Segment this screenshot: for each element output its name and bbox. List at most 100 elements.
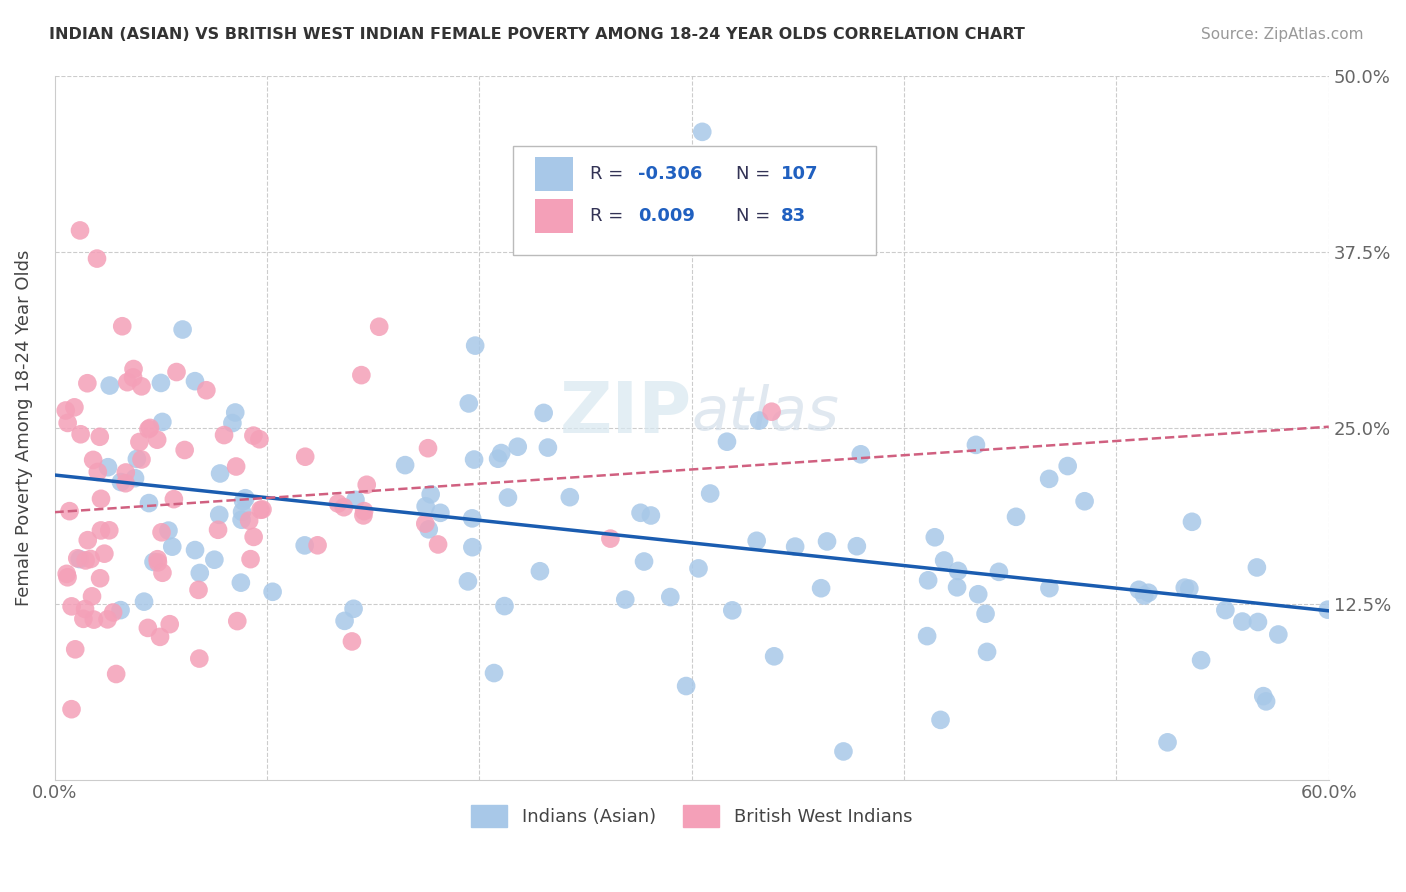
Point [114, 466, 136, 480]
Text: 83: 83 [780, 207, 806, 226]
Point [461, 511, 484, 525]
Point [124, 471, 146, 485]
Point [184, 374, 207, 388]
Point [659, 590, 682, 604]
Point [146, 555, 169, 569]
Point [482, 666, 505, 681]
Point [146, 552, 169, 566]
Point [114, 476, 136, 491]
Point [967, 587, 990, 601]
Text: Source: ZipAtlas.com: Source: ZipAtlas.com [1201, 27, 1364, 42]
Point [97, 460, 120, 475]
Point [353, 504, 375, 518]
FancyBboxPatch shape [534, 157, 574, 191]
Point [207, 523, 229, 537]
Point [58, 504, 80, 518]
Text: R =: R = [589, 165, 628, 183]
Point [232, 494, 254, 508]
Point [974, 607, 997, 621]
Point [65, 642, 87, 657]
Point [111, 319, 134, 334]
Text: N =: N = [737, 207, 782, 226]
Point [73, 602, 96, 616]
Point [614, 592, 637, 607]
Point [125, 451, 148, 466]
Point [1005, 509, 1028, 524]
Point [229, 575, 252, 590]
Point [486, 451, 509, 466]
Point [1038, 472, 1060, 486]
Point [457, 574, 479, 589]
FancyBboxPatch shape [534, 200, 574, 233]
Point [352, 508, 374, 523]
Point [599, 532, 621, 546]
Point [60, 599, 83, 614]
Point [1247, 615, 1270, 629]
Point [150, 525, 173, 540]
Point [342, 601, 364, 615]
Point [249, 432, 271, 446]
Point [1133, 589, 1156, 603]
Point [419, 487, 441, 501]
Y-axis label: Female Poverty Among 18-24 Year Olds: Female Poverty Among 18-24 Year Olds [15, 250, 32, 606]
Point [415, 500, 437, 514]
Point [66, 551, 89, 566]
Point [142, 555, 165, 569]
Point [75, 553, 97, 567]
Point [63, 401, 86, 415]
Point [79, 552, 101, 566]
Point [690, 125, 713, 139]
Point [368, 319, 391, 334]
Point [110, 475, 132, 489]
Point [69, 552, 91, 566]
Point [924, 530, 946, 544]
Point [394, 458, 416, 472]
Point [89, 571, 111, 585]
Point [55, 566, 77, 581]
Point [946, 564, 969, 578]
Point [537, 441, 560, 455]
Text: -0.306: -0.306 [638, 165, 703, 183]
Point [60, 702, 83, 716]
Point [226, 614, 249, 628]
Point [1073, 494, 1095, 508]
Point [976, 645, 998, 659]
Point [356, 477, 378, 491]
Point [1178, 582, 1201, 596]
Point [149, 630, 172, 644]
Point [427, 537, 450, 551]
Point [294, 450, 316, 464]
Point [89, 430, 111, 444]
Point [1246, 560, 1268, 574]
Point [188, 566, 211, 580]
Point [932, 553, 955, 567]
Point [131, 452, 153, 467]
Text: 0.009: 0.009 [638, 207, 695, 226]
Point [463, 452, 485, 467]
Point [208, 508, 231, 522]
Point [82, 453, 104, 467]
Point [1156, 735, 1178, 749]
Point [90, 491, 112, 506]
Point [350, 368, 373, 383]
Point [231, 513, 253, 527]
Point [1251, 689, 1274, 703]
Point [56, 416, 79, 430]
Point [761, 405, 783, 419]
Point [150, 415, 173, 429]
Text: atlas: atlas [692, 384, 839, 443]
Point [763, 649, 786, 664]
Point [159, 617, 181, 632]
Point [745, 533, 768, 548]
Point [845, 539, 868, 553]
Point [640, 508, 662, 523]
Point [131, 379, 153, 393]
Point [239, 552, 262, 566]
Point [333, 500, 356, 515]
Point [675, 679, 697, 693]
Point [533, 406, 555, 420]
Point [344, 492, 367, 507]
Point [188, 651, 211, 665]
Point [785, 540, 807, 554]
Point [333, 614, 356, 628]
